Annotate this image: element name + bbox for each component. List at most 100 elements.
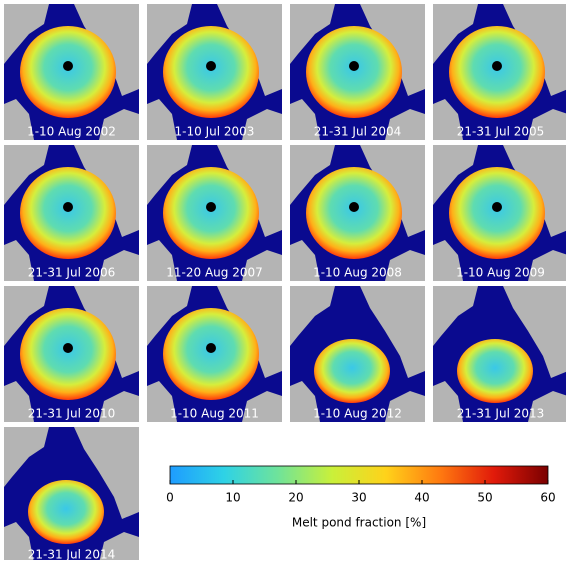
panel-label: 1-10 Aug 2008 (313, 266, 402, 280)
land (433, 99, 463, 140)
land (433, 240, 463, 281)
land (4, 4, 49, 64)
map-panel: 1-10 Aug 2002 (4, 4, 139, 140)
map-panel: 1-10 Aug 2008 (290, 145, 425, 281)
sea-ice (457, 339, 533, 403)
sea-ice (449, 167, 545, 259)
land (290, 4, 335, 64)
map-panel: 21-31 Jul 2010 (4, 286, 139, 422)
pole-hole (349, 61, 359, 71)
land (242, 250, 282, 281)
land (290, 286, 335, 346)
panel-label: 21-31 Jul 2004 (314, 125, 402, 139)
sea-ice (306, 26, 402, 118)
land (4, 286, 49, 346)
land (147, 240, 177, 281)
panel-label: 1-10 Jul 2003 (175, 125, 255, 139)
land (4, 427, 49, 487)
land (528, 109, 566, 140)
map-panel: 11-20 Aug 2007 (147, 145, 282, 281)
colorbar: 0 10 20 30 40 50 60 Melt pond fraction [%] (166, 465, 556, 530)
land (433, 286, 478, 346)
panel-label: 1-10 Aug 2002 (27, 125, 116, 139)
land (4, 99, 34, 140)
pole-hole (63, 202, 73, 212)
panel-label: 11-20 Aug 2007 (166, 266, 262, 280)
pole-hole (206, 61, 216, 71)
colorbar-tick-label: 50 (477, 491, 492, 505)
land (360, 286, 425, 378)
land (4, 381, 34, 422)
pole-hole (206, 202, 216, 212)
land (4, 522, 34, 563)
sea-ice (163, 26, 259, 118)
colorbar-tick-label: 30 (351, 491, 366, 505)
sea-ice (20, 26, 116, 118)
sea-ice (163, 308, 259, 400)
land (385, 109, 425, 140)
colorbar-tick-label: 40 (414, 491, 429, 505)
sea-ice (449, 26, 545, 118)
land (503, 286, 566, 378)
land (147, 4, 192, 64)
colorbar-label: Melt pond fraction [%] (292, 516, 426, 530)
panel-label: 21-31 Jul 2005 (457, 125, 545, 139)
land (99, 250, 139, 281)
colorbar-tick-label: 60 (540, 491, 555, 505)
pole-hole (492, 202, 502, 212)
panel-label: 21-31 Jul 2010 (28, 407, 116, 421)
sea-ice (28, 480, 104, 544)
panel-label: 1-10 Aug 2012 (313, 407, 402, 421)
map-panel: 21-31 Jul 2006 (4, 145, 139, 281)
land (4, 145, 49, 205)
land (433, 381, 463, 422)
land (99, 391, 139, 422)
land (290, 240, 320, 281)
land (242, 109, 282, 140)
panel-label: 21-31 Jul 2014 (28, 548, 116, 561)
pole-hole (492, 61, 502, 71)
land (4, 240, 34, 281)
land (147, 381, 177, 422)
pole-hole (349, 202, 359, 212)
colorbar-tick-label: 0 (166, 491, 174, 505)
land (99, 532, 139, 563)
map-panel: 21-31 Jul 2014 (4, 427, 139, 563)
land (74, 427, 139, 519)
land (147, 286, 192, 346)
map-panel: 1-10 Aug 2012 (290, 286, 425, 422)
land (147, 145, 192, 205)
land (385, 391, 425, 422)
land (528, 250, 566, 281)
land (290, 381, 320, 422)
sea-ice (20, 308, 116, 400)
land (433, 4, 478, 64)
pole-hole (63, 61, 73, 71)
panel-label: 1-10 Aug 2009 (456, 266, 545, 280)
colorbar-tick-label: 10 (225, 491, 240, 505)
land (99, 109, 139, 140)
map-panel: 1-10 Aug 2009 (433, 145, 566, 281)
pole-hole (63, 343, 73, 353)
map-panel: 1-10 Aug 2011 (147, 286, 282, 422)
land (385, 250, 425, 281)
sea-ice (20, 167, 116, 259)
colorbar-tick-label: 20 (288, 491, 303, 505)
panel-label: 21-31 Jul 2013 (457, 407, 545, 421)
panel-label: 1-10 Aug 2011 (170, 407, 259, 421)
land (433, 145, 478, 205)
land (242, 391, 282, 422)
pole-hole (206, 343, 216, 353)
sea-ice (163, 167, 259, 259)
sea-ice (314, 339, 390, 403)
land (528, 391, 566, 422)
map-panel: 21-31 Jul 2004 (290, 4, 425, 140)
land (290, 145, 335, 205)
map-panels: 1-10 Aug 2002 1-10 Jul 2003 21-31 Jul 2004… (4, 4, 566, 563)
sea-ice (306, 167, 402, 259)
map-panel: 1-10 Jul 2003 (147, 4, 282, 140)
map-panel: 21-31 Jul 2013 (433, 286, 566, 422)
land (147, 99, 177, 140)
panel-label: 21-31 Jul 2006 (28, 266, 116, 280)
